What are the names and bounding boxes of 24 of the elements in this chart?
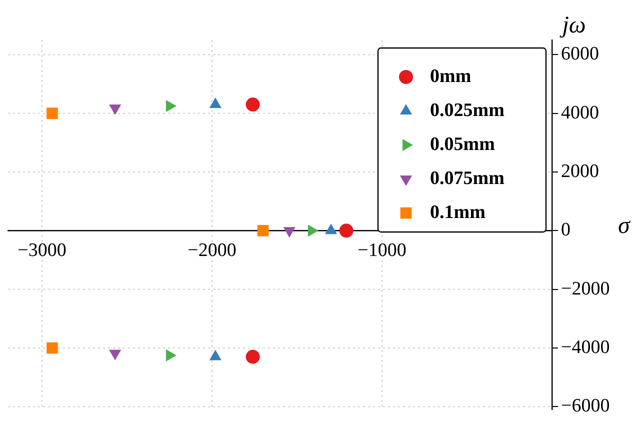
y-tick-label: 6000: [561, 44, 599, 65]
y-tick-label: −6000: [561, 396, 610, 417]
point: [46, 108, 58, 119]
point: [246, 350, 260, 364]
y-tick-label: 0: [561, 220, 570, 241]
y-axis-title: jω: [559, 12, 586, 38]
x-tick-label: −3000: [18, 240, 66, 262]
x-axis-title: σ: [618, 212, 631, 239]
y-tick-label: −4000: [561, 336, 610, 358]
legend-label: 0mm: [430, 66, 472, 87]
legend-label: 0.075mm: [430, 168, 505, 189]
point: [257, 225, 269, 236]
legend-label: 0.1mm: [430, 202, 486, 223]
y-tick-label: 2000: [561, 160, 599, 182]
x-tick-label: −2000: [188, 240, 236, 262]
point: [308, 224, 318, 237]
legend-label: 0.025mm: [430, 100, 505, 121]
point: [46, 342, 58, 354]
y-tick-label: 4000: [561, 102, 599, 124]
point: [339, 224, 354, 238]
legend-label: 0.05mm: [430, 134, 496, 155]
point: [246, 98, 260, 112]
x-tick-label: −1000: [358, 240, 406, 262]
y-tick-label: −2000: [561, 278, 610, 300]
